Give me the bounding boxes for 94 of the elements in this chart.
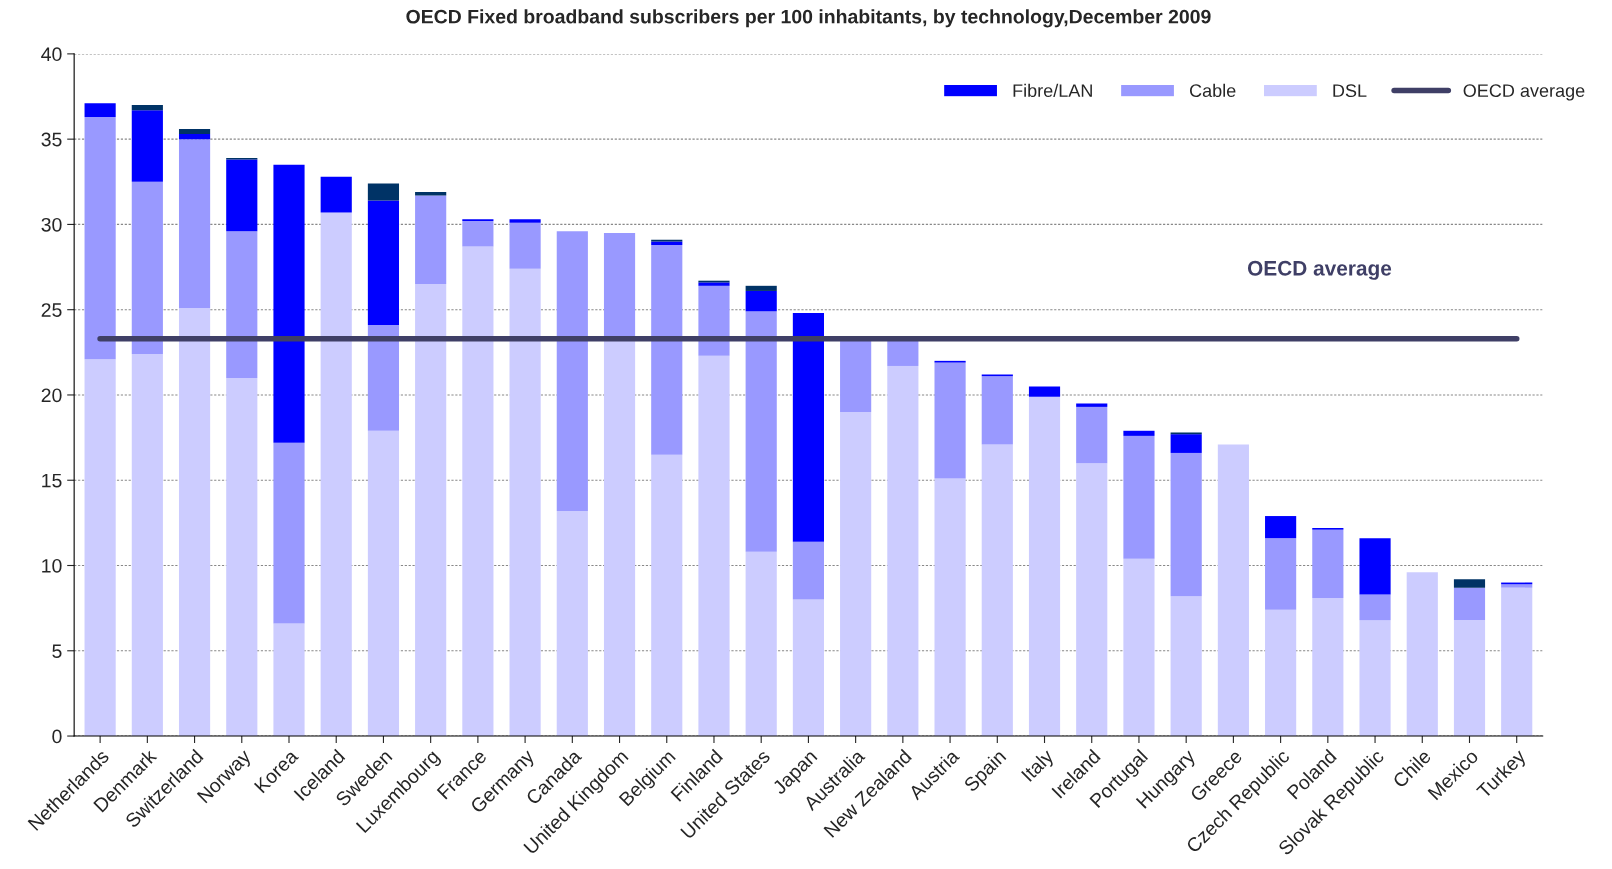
bar xyxy=(1170,434,1202,453)
bar xyxy=(273,623,305,737)
bar xyxy=(367,183,400,201)
bar xyxy=(273,442,305,624)
bar xyxy=(934,362,966,479)
bar xyxy=(887,338,919,366)
bar xyxy=(792,541,824,600)
x-tick-label: Italy xyxy=(1020,747,1058,785)
bar xyxy=(178,139,211,308)
bar xyxy=(840,338,872,413)
bar xyxy=(745,285,777,291)
bar xyxy=(367,200,400,326)
bar xyxy=(226,377,258,737)
bar xyxy=(367,430,400,737)
y-tick-label: 25 xyxy=(41,303,62,317)
bar xyxy=(462,246,494,737)
bar xyxy=(651,244,683,455)
y-tick-label: 40 xyxy=(41,47,62,62)
bar xyxy=(509,268,541,737)
legend-label: Cable xyxy=(1189,83,1236,98)
bar xyxy=(84,103,116,117)
bar xyxy=(1123,435,1155,559)
annotation: OECD average xyxy=(1247,260,1392,280)
bar xyxy=(1453,579,1486,588)
bar xyxy=(462,221,494,247)
bar xyxy=(840,412,872,737)
bar xyxy=(1028,396,1061,737)
bar xyxy=(226,231,258,378)
chart-title: OECD Fixed broadband subscribers per 100 inhabitants, by technology,December 2009 xyxy=(406,9,1211,28)
bar xyxy=(1312,529,1344,598)
bar xyxy=(367,325,400,431)
bar xyxy=(556,510,588,737)
bar xyxy=(226,159,258,232)
bar xyxy=(273,164,305,443)
bar xyxy=(1359,594,1391,621)
bar xyxy=(792,313,824,542)
bar xyxy=(415,195,447,285)
bar xyxy=(698,355,730,737)
y-tick-label: 35 xyxy=(41,132,62,147)
bar xyxy=(1406,572,1438,737)
y-tick-label: 0 xyxy=(52,729,62,744)
bar xyxy=(509,219,541,223)
bar xyxy=(745,311,777,552)
bar xyxy=(1359,538,1391,595)
bar xyxy=(1265,609,1297,737)
bar xyxy=(603,232,636,339)
bar xyxy=(509,222,541,269)
bar xyxy=(1123,430,1155,436)
bar xyxy=(745,290,777,312)
bar xyxy=(981,376,1013,445)
bar xyxy=(415,284,447,737)
bar xyxy=(1265,516,1297,539)
bar xyxy=(131,105,163,111)
bar xyxy=(1312,597,1344,737)
bar xyxy=(1265,538,1297,610)
bar xyxy=(1170,452,1202,597)
bar xyxy=(698,285,730,356)
bar xyxy=(131,110,163,182)
bar xyxy=(556,231,588,511)
bar xyxy=(981,444,1013,737)
bar xyxy=(1028,386,1061,397)
y-tick-label: 20 xyxy=(41,388,62,403)
bar xyxy=(603,338,636,737)
bar xyxy=(131,181,163,355)
bar xyxy=(934,478,966,737)
bar xyxy=(1076,406,1108,464)
bar xyxy=(1076,403,1108,407)
legend-label: Fibre/LAN xyxy=(1013,83,1092,98)
y-tick-label: 15 xyxy=(42,473,62,488)
bar xyxy=(792,599,824,737)
bar xyxy=(84,359,116,737)
bar xyxy=(887,365,919,737)
bar xyxy=(1170,596,1202,737)
bar xyxy=(178,128,211,135)
bar xyxy=(320,176,352,213)
bar xyxy=(1076,463,1108,737)
bar xyxy=(1217,444,1249,737)
bar xyxy=(1359,620,1391,737)
bar xyxy=(320,212,352,737)
bar xyxy=(651,454,683,737)
bar xyxy=(178,134,211,140)
bar xyxy=(1123,558,1155,737)
bar xyxy=(84,116,116,360)
bar xyxy=(178,307,211,737)
bar xyxy=(745,551,777,737)
bar xyxy=(1453,587,1486,621)
y-tick-label: 5 xyxy=(52,644,62,659)
bar xyxy=(1453,620,1486,737)
bar xyxy=(131,354,163,737)
legend-label: OECD average xyxy=(1463,84,1585,101)
y-tick-label: 30 xyxy=(41,217,62,232)
y-tick-label: 10 xyxy=(42,558,62,573)
bar xyxy=(1501,587,1533,737)
legend-label: DSL xyxy=(1333,84,1367,98)
